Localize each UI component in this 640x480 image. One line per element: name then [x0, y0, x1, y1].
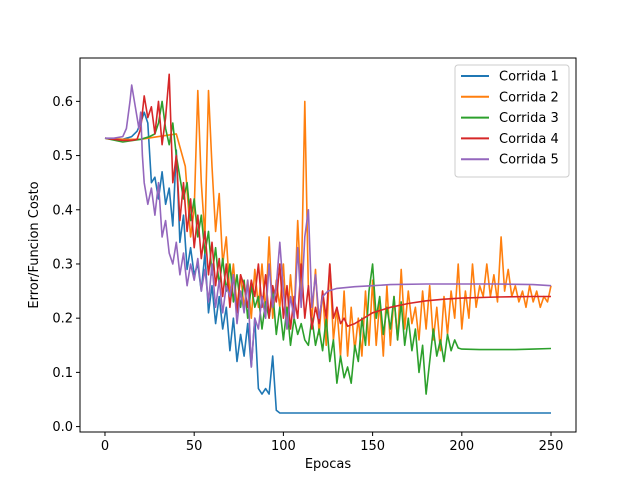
legend-label: Corrida 5 — [499, 153, 559, 168]
legend-label: Corrida 1 — [499, 70, 559, 85]
series-layer — [104, 73, 552, 414]
y-tick-label: 0.2 — [52, 312, 73, 327]
x-tick-label: 150 — [360, 439, 385, 454]
y-tick-label: 0.0 — [52, 420, 73, 435]
series-line-corrida-4 — [104, 73, 551, 330]
series-line-corrida-1 — [104, 111, 551, 414]
legend: Corrida 1 Corrida 2 Corrida 3 Corrida 4 Corr… — [454, 64, 570, 178]
x-tick-label: 50 — [186, 439, 203, 454]
x-tick-label: 200 — [449, 439, 474, 454]
legend-label: Corrida 4 — [499, 132, 559, 147]
series-line-corrida-5 — [105, 84, 552, 368]
plot-frame — [79, 57, 577, 433]
y-axis-label: Error/Funcion Costo — [27, 181, 42, 308]
y-tick-label: 0.4 — [52, 203, 73, 218]
y-tick-label: 0.3 — [52, 257, 73, 272]
y-axis-ticks: 0.0 0.1 0.2 0.3 0.4 0.5 0.6 — [52, 95, 80, 435]
y-tick-label: 0.5 — [52, 149, 73, 164]
legend-label: Corrida 2 — [499, 90, 559, 105]
x-tick-label: 250 — [539, 439, 564, 454]
x-axis-label: Epocas — [305, 457, 352, 472]
x-axis-ticks: 0 50 100 150 200 250 — [101, 432, 564, 454]
x-tick-label: 0 — [101, 439, 109, 454]
x-tick-label: 100 — [271, 439, 296, 454]
legend-box — [454, 64, 570, 178]
y-tick-label: 0.6 — [52, 95, 73, 110]
y-tick-label: 0.1 — [52, 366, 73, 381]
series-line-corrida-3 — [104, 100, 552, 395]
legend-label: Corrida 3 — [499, 111, 559, 126]
